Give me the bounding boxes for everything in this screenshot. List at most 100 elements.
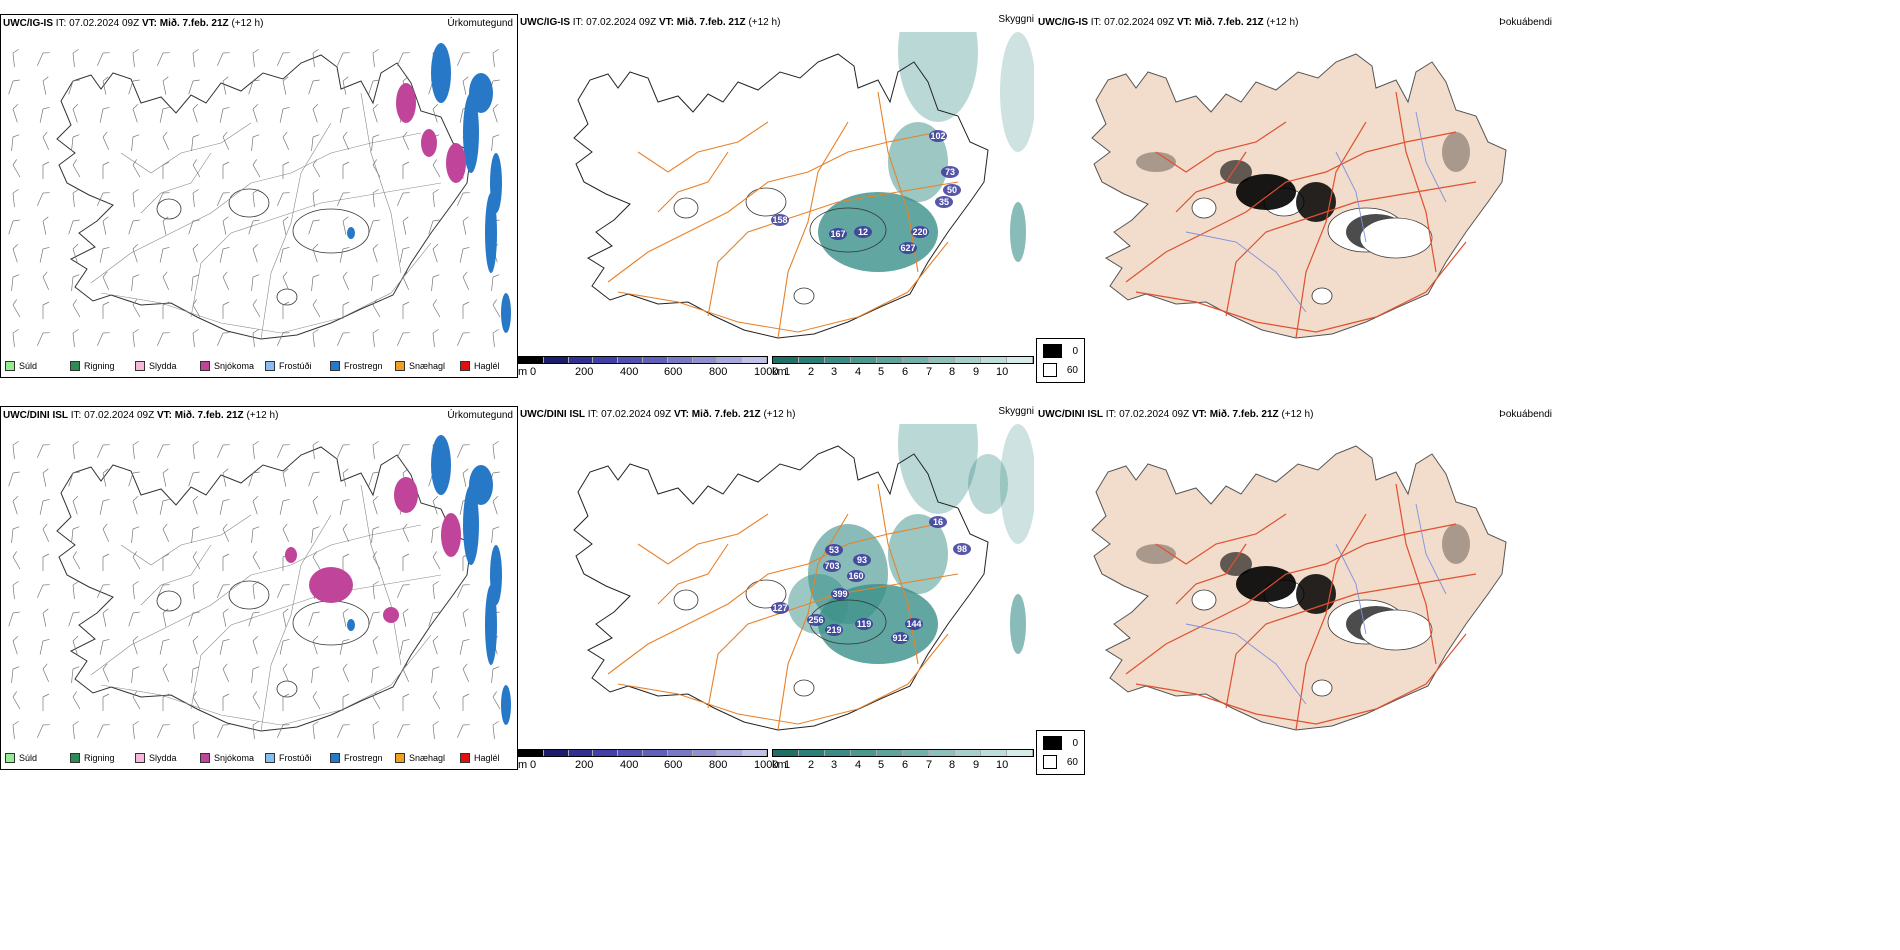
- wind-barb: [222, 161, 230, 179]
- wind-barb: [492, 691, 501, 710]
- wind-barb: [492, 49, 499, 67]
- colorbar-tick: 7: [926, 366, 933, 378]
- wind-barb: [432, 636, 439, 655]
- colorbar-tick: 7: [926, 759, 933, 771]
- legend-swatch: [265, 361, 275, 371]
- wind-barb: [342, 553, 350, 571]
- panel-title: Úrkomutegund: [447, 18, 513, 29]
- wind-barb: [191, 666, 200, 683]
- wind-barb: [12, 159, 21, 178]
- wind-barb: [252, 581, 259, 599]
- wind-barb: [372, 691, 381, 710]
- wind-barb: [12, 441, 19, 459]
- ceiling-blob: [891, 632, 909, 644]
- legend-label: Haglél: [474, 753, 500, 763]
- wind-barb: [192, 299, 201, 318]
- freezing-rain-area: [463, 93, 479, 173]
- wind-barb: [336, 444, 350, 458]
- wind-barb: [491, 666, 500, 683]
- wind-barb: [159, 498, 170, 515]
- legend-label: Frostregn: [344, 361, 383, 371]
- wind-barb: [252, 189, 259, 207]
- wind-barb: [402, 161, 410, 179]
- wind-barb: [492, 299, 501, 318]
- colorbar-bin: [568, 357, 594, 363]
- wind-barb: [102, 553, 110, 571]
- colorbar-bin: [667, 750, 693, 756]
- wind-barb: [252, 329, 259, 347]
- fog-area: [1236, 174, 1296, 210]
- low-visibility-area: [1000, 424, 1034, 544]
- fog-legend-item: 60: [1043, 755, 1078, 769]
- ceiling-value-label: 627: [900, 243, 915, 253]
- ceiling-value-label: 127: [772, 603, 787, 613]
- wind-barb: [72, 496, 79, 515]
- wind-barb: [402, 693, 410, 711]
- wind-barb: [371, 274, 380, 291]
- wind-barb: [132, 691, 141, 710]
- wind-barb: [402, 271, 410, 290]
- wind-barb: [459, 246, 470, 263]
- wind-barb: [282, 663, 290, 682]
- wind-barb: [368, 79, 380, 95]
- colorbar-tick: 1: [784, 366, 791, 378]
- wind-barb: [491, 134, 500, 151]
- wind-barb: [279, 106, 290, 123]
- wind-barb: [462, 693, 470, 711]
- wind-barb: [162, 131, 170, 150]
- wind-barb: [462, 271, 470, 290]
- wind-barb: [432, 244, 439, 263]
- wind-barb: [462, 216, 469, 235]
- fog-legend-item: 0: [1043, 736, 1078, 750]
- wind-barb: [372, 721, 379, 739]
- wind-barb: [102, 523, 110, 542]
- wind-barb: [248, 79, 260, 95]
- legend-swatch: [70, 753, 80, 763]
- wind-barb: [162, 523, 170, 542]
- wind-barb: [42, 608, 49, 627]
- wind-barb: [459, 638, 470, 655]
- wind-barb: [456, 724, 470, 738]
- low-visibility-area: [1000, 32, 1034, 152]
- fog-area: [1236, 566, 1296, 602]
- wind-barb: [372, 496, 379, 515]
- wind-barb: [432, 189, 439, 207]
- wind-barb: [372, 189, 379, 207]
- wind-barb: [222, 468, 229, 487]
- wind-barb: [276, 444, 290, 458]
- ceiling-blob: [953, 543, 971, 555]
- colorbar-tick: 600: [664, 759, 683, 771]
- wind-barb: [312, 721, 319, 739]
- ceiling-value-label: 35: [939, 197, 949, 207]
- wind-barb: [72, 329, 79, 347]
- ceiling-value-label: 93: [857, 555, 867, 565]
- low-visibility-area: [788, 574, 848, 634]
- wind-barb: [42, 301, 50, 319]
- ceiling-value-label: 158: [772, 215, 787, 225]
- colorbar-tick: 6: [902, 759, 909, 771]
- wind-barb: [222, 608, 229, 627]
- wind-barb: [279, 246, 290, 263]
- wind-barb: [72, 189, 79, 207]
- colorbar-bin: [642, 750, 668, 756]
- wind-barb: [372, 636, 379, 655]
- wind-barb: [128, 611, 140, 627]
- ceiling-value-label: 102: [930, 131, 945, 141]
- ceiling-value-label: 144: [906, 619, 921, 629]
- wind-barb: [396, 724, 410, 738]
- wind-barb: [396, 52, 410, 66]
- wind-barb: [12, 636, 19, 655]
- wind-barb: [192, 189, 199, 207]
- wind-barb: [132, 159, 141, 178]
- panel-header: UWC/IG-IS IT: 07.02.2024 09Z VT: Mið. 7.…: [3, 18, 264, 29]
- colorbar-bin: [903, 357, 929, 363]
- wind-barb: [12, 104, 19, 123]
- wind-barb: [312, 329, 319, 347]
- wind-barb: [96, 52, 110, 66]
- legend-label: Rigning: [84, 753, 115, 763]
- wind-barb: [42, 216, 49, 235]
- wind-barb: [431, 666, 440, 683]
- wind-barb: [162, 216, 169, 235]
- wind-barb: [282, 161, 290, 179]
- wind-barb: [42, 693, 50, 711]
